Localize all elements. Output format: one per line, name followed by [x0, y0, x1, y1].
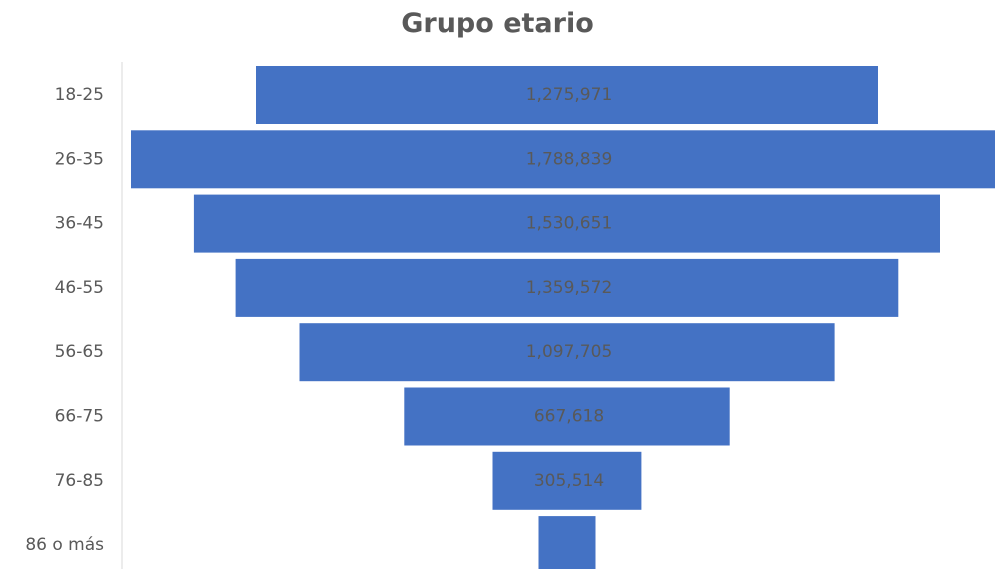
value-label-6: 305,514 [534, 471, 604, 491]
value-label-0: 1,275,971 [526, 85, 613, 105]
value-label-1: 1,788,839 [526, 149, 613, 169]
category-label-1: 26-35 [55, 149, 104, 169]
value-label-4: 1,097,705 [526, 342, 613, 362]
funnel-bar-1 [131, 130, 995, 189]
category-label-3: 46-55 [55, 278, 104, 298]
category-label-0: 18-25 [55, 85, 104, 105]
category-label-6: 76-85 [55, 471, 104, 491]
category-label-7: 86 o más [25, 535, 104, 555]
funnel-bar-4 [299, 323, 835, 382]
value-label-2: 1,530,651 [526, 214, 613, 234]
value-label-5: 667,618 [534, 407, 604, 427]
funnel-bar-5 [404, 387, 730, 446]
chart-title: Grupo etario [401, 8, 594, 39]
funnel-bar-7 [538, 516, 596, 569]
funnel-bar-2 [193, 194, 940, 253]
funnel-bar-6 [492, 451, 642, 510]
value-label-3: 1,359,572 [526, 278, 613, 298]
category-label-5: 66-75 [55, 407, 104, 427]
funnel-bar-3 [235, 258, 899, 317]
category-label-4: 56-65 [55, 342, 104, 362]
funnel-bar-0 [256, 66, 878, 124]
category-label-2: 36-45 [55, 214, 104, 234]
